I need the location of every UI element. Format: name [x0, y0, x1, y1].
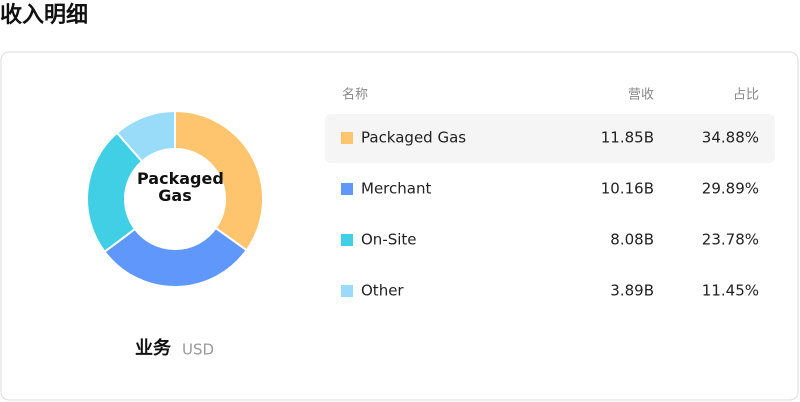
table-header: 名称: [342, 87, 368, 103]
row-share: 29.89%: [702, 180, 759, 198]
legend-swatch: [341, 132, 353, 144]
page-title: 收入明细: [0, 2, 88, 28]
row-name: Merchant: [361, 180, 431, 198]
row-revenue: 3.89B: [610, 282, 654, 300]
row-share: 34.88%: [702, 129, 759, 147]
legend-swatch: [341, 285, 353, 297]
table-header: 占比: [733, 88, 759, 103]
row-name: On-Site: [361, 231, 417, 249]
footer-unit: USD: [182, 341, 214, 359]
donut-slice: [174, 109, 264, 252]
donut-slice: [115, 109, 176, 163]
row-share: 11.45%: [702, 282, 759, 300]
row-name: Packaged Gas: [361, 129, 466, 147]
legend-swatch: [341, 234, 353, 246]
legend-swatch: [341, 183, 353, 195]
row-name: Other: [361, 282, 404, 300]
row-highlight: [325, 114, 775, 163]
footer-label: 业务: [135, 337, 172, 359]
table-header: 营收: [628, 88, 654, 103]
row-revenue: 11.85B: [601, 129, 654, 147]
row-share: 23.78%: [702, 231, 759, 249]
row-revenue: 8.08B: [610, 231, 654, 249]
row-revenue: 10.16B: [601, 180, 654, 198]
donut-slice: [103, 226, 248, 288]
center-label: Packaged Gas: [137, 169, 224, 205]
